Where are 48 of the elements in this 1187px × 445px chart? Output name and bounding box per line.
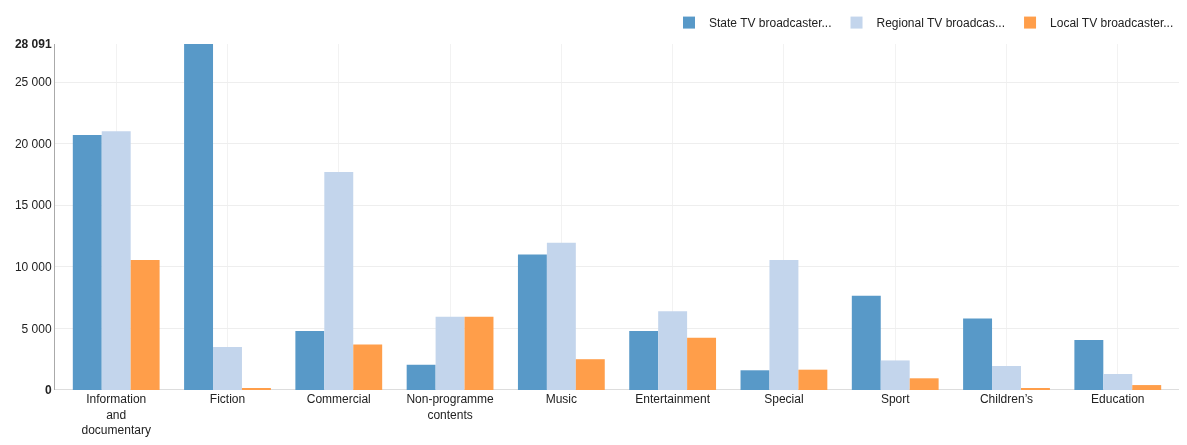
y-tick-label: 15 000 bbox=[14, 198, 52, 213]
x-tick-label: Non-programme contents bbox=[406, 392, 495, 422]
bar bbox=[546, 242, 576, 390]
bar bbox=[658, 311, 688, 390]
bar bbox=[130, 260, 160, 390]
x-tick-label: Sport bbox=[880, 392, 911, 406]
y-tick-label: 5 000 bbox=[21, 321, 52, 336]
x-tick-label: Education bbox=[1091, 392, 1145, 406]
bar bbox=[851, 295, 881, 390]
bar bbox=[72, 135, 102, 390]
x-tick-label: Music bbox=[545, 392, 578, 406]
x-tick-label: Fiction bbox=[209, 392, 246, 406]
bar bbox=[992, 365, 1021, 390]
bar bbox=[517, 254, 547, 390]
x-tick-label: Information and documentary bbox=[81, 392, 151, 438]
bar bbox=[1074, 340, 1104, 390]
bar bbox=[963, 318, 993, 390]
bar bbox=[798, 369, 828, 390]
y-tick-label: 0 bbox=[44, 383, 52, 398]
bar bbox=[295, 330, 325, 390]
bar bbox=[353, 344, 383, 390]
bar bbox=[101, 131, 131, 390]
bar bbox=[1132, 385, 1162, 390]
y-tick-label: 10 000 bbox=[14, 260, 52, 275]
x-tick-label: Commercial bbox=[306, 392, 371, 406]
bar bbox=[575, 359, 605, 390]
bar bbox=[629, 330, 659, 390]
bar bbox=[740, 370, 770, 390]
y-tick-label: 25 000 bbox=[14, 75, 52, 90]
bar bbox=[464, 316, 494, 390]
bar bbox=[769, 260, 799, 390]
bar bbox=[880, 360, 910, 390]
bar bbox=[435, 316, 465, 390]
bar bbox=[406, 364, 436, 390]
bar bbox=[213, 346, 242, 390]
bar bbox=[687, 337, 717, 390]
x-tick-label: Entertainment bbox=[635, 392, 711, 406]
bar bbox=[909, 378, 939, 390]
y-tick-label: 28 091 bbox=[14, 37, 52, 52]
legend-label: State TV broadcaster... bbox=[709, 16, 832, 31]
y-tick-label: 20 000 bbox=[14, 136, 52, 151]
bar bbox=[324, 171, 354, 390]
legend-label: Regional TV broadcas... bbox=[876, 16, 1006, 31]
legend-label: Local TV broadcaster... bbox=[1050, 16, 1174, 31]
bar bbox=[1103, 373, 1133, 390]
bar bbox=[184, 44, 214, 390]
x-tick-label: Special bbox=[764, 392, 804, 406]
x-tick-label: Children’s bbox=[979, 392, 1034, 406]
